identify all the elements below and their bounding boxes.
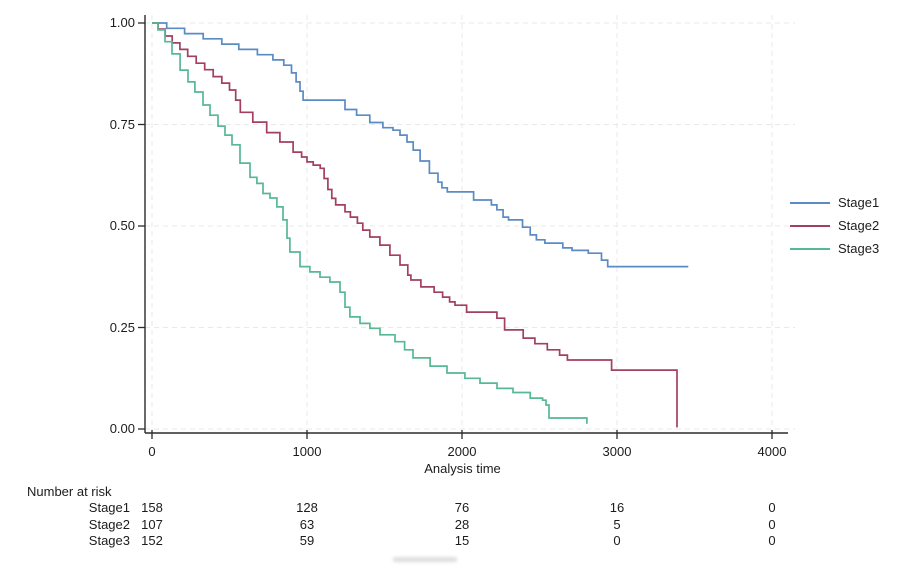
- y-tick-label-0.50: 0.50: [109, 218, 135, 233]
- x-tick-label-0: 0: [148, 444, 156, 459]
- y-tick-label-1.00: 1.00: [109, 15, 135, 30]
- risk-row-label-stage1: Stage1: [88, 500, 130, 515]
- risk-value-stage1-t3000: 16: [609, 500, 625, 515]
- y-tick-label-0.25: 0.25: [109, 319, 135, 335]
- risk-value-stage2-t0: 107: [141, 517, 163, 532]
- risk-value-stage3-t4000: 0: [768, 533, 776, 548]
- risk-value-stage2-t1000: 63: [299, 517, 315, 532]
- y-tick-label-0.00: 0.00: [109, 421, 135, 436]
- risk-row-label-stage2: Stage2: [88, 517, 130, 532]
- x-tick-label-1000: 1000: [292, 444, 322, 459]
- risk-value-stage3-t1000: 59: [299, 533, 315, 548]
- risk-value-stage3-t2000: 15: [454, 533, 470, 548]
- legend-label-stage2: Stage2: [838, 218, 880, 233]
- risk-value-stage3-t3000: 0: [613, 533, 621, 548]
- legend-label-stage1: Stage1: [838, 195, 880, 210]
- risk-value-stage2-t4000: 0: [768, 517, 776, 532]
- risk-value-stage1-t1000: 128: [296, 500, 318, 515]
- risk-value-stage1-t4000: 0: [768, 500, 776, 515]
- y-tick-label-0.75: 0.75: [109, 116, 135, 132]
- stage1-line-swatch: [790, 202, 830, 204]
- km-curve-stage2: [152, 22, 678, 428]
- legend-label-stage3: Stage3: [838, 241, 880, 256]
- x-tick-label-2000: 2000: [447, 444, 477, 459]
- x-tick-label-3000: 3000: [602, 444, 632, 459]
- stage3-line-swatch: [790, 248, 830, 250]
- cropped-caption-smudge: [393, 557, 457, 562]
- risk-value-stage3-t0: 152: [141, 533, 163, 548]
- km-curve-stage3: [152, 22, 588, 424]
- risk-table-title: Number at risk: [27, 484, 112, 499]
- risk-value-stage2-t3000: 5: [613, 517, 621, 532]
- risk-value-stage2-t2000: 28: [454, 517, 470, 532]
- risk-row-label-stage3: Stage3: [88, 533, 130, 548]
- km-curve-stage1: [152, 22, 689, 268]
- x-tick-label-4000: 4000: [757, 444, 787, 459]
- stage2-line-swatch: [790, 225, 830, 227]
- risk-value-stage1-t2000: 76: [454, 500, 470, 515]
- x-axis-title: Analysis time: [424, 461, 501, 476]
- risk-value-stage1-t0: 158: [141, 500, 163, 515]
